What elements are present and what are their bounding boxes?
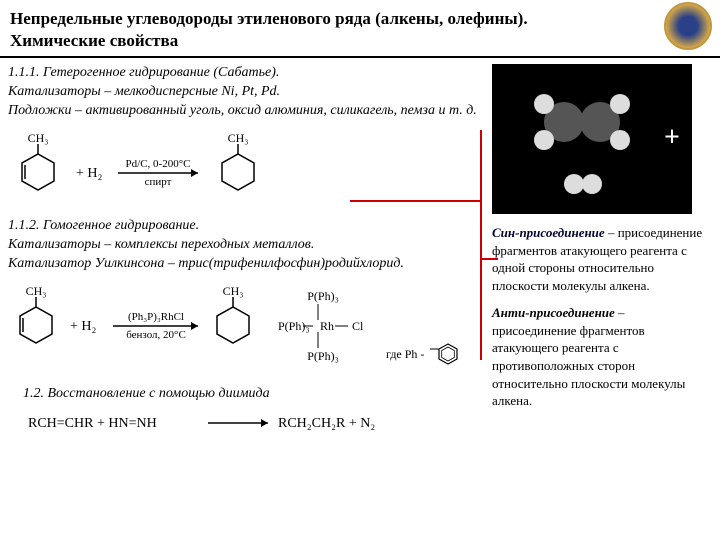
definition-anti: Анти-присоединение – присоединение фрагм…	[492, 304, 712, 409]
rxn2-ch3a: CH₃	[26, 284, 47, 298]
header: Непредельные углеводороды этиленового ря…	[0, 0, 720, 58]
rxn2-gde: где Ph -	[386, 347, 424, 361]
content: 1.1.1. Гетерогенное гидрирование (Сабать…	[0, 58, 720, 455]
rxn1-ch3b: CH₃	[228, 131, 249, 145]
sec111-line2: Катализаторы – мелкодисперсные Ni, Pt, P…	[8, 84, 280, 99]
reaction-3: RCH=CHR + HN=NH RCH₂CH₂R + N₂	[8, 409, 484, 439]
section-1-2: 1.2. Восстановление с помощью диимида	[23, 385, 484, 404]
page-title: Непредельные углеводороды этиленового ря…	[10, 8, 710, 52]
def-anti-title: Анти-присоединение	[492, 305, 615, 320]
sec12-heading: 1.2. Восстановление с помощью диимида	[23, 386, 270, 401]
sec112-line3: Катализатор Уилкинсона – трис(трифенилфо…	[8, 256, 404, 271]
molecule-svg	[492, 64, 692, 214]
rxn2-rh: Rh	[320, 319, 334, 333]
def-anti-body: – присоединение фрагментов атакующего ре…	[492, 305, 685, 408]
rxn3-lhs: RCH=CHR + HN=NH	[28, 416, 157, 431]
right-column: + Син-присоединение – присоединение фраг…	[492, 64, 712, 449]
rxn1-h2: + H₂	[76, 166, 103, 181]
reaction-2-svg: CH₃ + H₂ (Ph₃P)₃RhCl бензол, 20°C CH₃ P(…	[8, 280, 478, 375]
title-line2: Химические свойства	[10, 31, 178, 50]
sec111-line3: Подложки – активированный уголь, оксид а…	[8, 103, 477, 118]
reaction-2: CH₃ + H₂ (Ph₃P)₃RhCl бензол, 20°C CH₃ P(…	[8, 280, 484, 375]
section-1-1-2: 1.1.2. Гомогенное гидрирование. Катализа…	[8, 217, 484, 274]
sec112-heading: 1.1.2. Гомогенное гидрирование.	[8, 218, 199, 233]
rxn2-arrowtop: (Ph₃P)₃RhCl	[128, 311, 184, 323]
section-1-1-1: 1.1.1. Гетерогенное гидрирование (Сабать…	[8, 64, 484, 121]
rxn2-pph3-top: P(Ph)₃	[307, 289, 339, 303]
rxn2-pph3-bot: P(Ph)₃	[307, 349, 339, 363]
rxn2-h2: + H₂	[70, 319, 97, 334]
rxn1-arrowtop: Pd/C, 0-200°C	[126, 158, 191, 170]
rxn2-cl: Cl	[352, 319, 364, 333]
rxn2-arrowbot: бензол, 20°C	[126, 329, 186, 341]
connector-line-h2	[480, 258, 498, 260]
title-line1: Непредельные углеводороды этиленового ря…	[10, 9, 528, 28]
reaction-1: CH₃ + H₂ Pd/C, 0-200°C спирт CH₃	[8, 127, 484, 207]
rxn1-ch3a: CH₃	[28, 131, 49, 145]
rxn2-ch3b: CH₃	[223, 284, 244, 298]
connector-line	[480, 130, 482, 360]
rxn1-arrowbot: спирт	[145, 176, 172, 188]
molecule-diagram: +	[492, 64, 692, 214]
left-column: 1.1.1. Гетерогенное гидрирование (Сабать…	[8, 64, 484, 449]
rxn3-rhs: RCH₂CH₂R + N₂	[278, 416, 375, 431]
connector-line-h1	[350, 200, 480, 202]
sec112-line2: Катализаторы – комплексы переходных мета…	[8, 237, 314, 252]
plus-sign: +	[664, 122, 680, 154]
reaction-3-svg: RCH=CHR + HN=NH RCH₂CH₂R + N₂	[8, 409, 388, 439]
reaction-1-svg: CH₃ + H₂ Pd/C, 0-200°C спирт CH₃	[8, 127, 348, 207]
logo-icon	[664, 2, 712, 50]
sec111-heading: 1.1.1. Гетерогенное гидрирование (Сабать…	[8, 65, 279, 80]
def-syn-title: Син-присоединение	[492, 225, 605, 240]
definition-syn: Син-присоединение – присоединение фрагме…	[492, 224, 712, 294]
